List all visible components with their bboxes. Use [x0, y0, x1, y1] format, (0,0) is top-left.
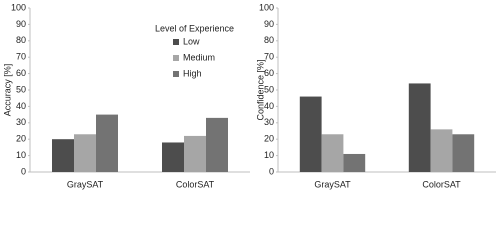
legend-swatch [173, 39, 179, 45]
y-tick-label: 0 [21, 166, 26, 176]
x-tick-label: ColorSAT [176, 179, 215, 189]
y-tick-label: 100 [11, 2, 26, 12]
y-tick-label: 10 [16, 150, 26, 160]
y-tick-label: 40 [16, 101, 26, 111]
y-tick-label: 50 [264, 84, 274, 94]
x-tick-label: ColorSAT [422, 179, 461, 189]
y-tick-label: 60 [264, 68, 274, 78]
y-tick-label: 70 [264, 52, 274, 62]
bar [52, 139, 74, 172]
bar [206, 117, 228, 172]
y-axis-label: Confidence [%] [255, 59, 265, 120]
y-tick-label: 70 [16, 52, 26, 62]
y-tick-label: 100 [259, 2, 274, 12]
legend-title: Level of Experience [155, 23, 234, 33]
y-tick-label: 30 [264, 117, 274, 127]
legend-swatch [173, 55, 179, 61]
y-tick-label: 80 [264, 35, 274, 45]
x-tick-label: GraySAT [67, 179, 104, 189]
y-tick-label: 90 [264, 19, 274, 29]
bar [343, 153, 366, 172]
y-tick-label: 50 [16, 84, 26, 94]
y-tick-label: 20 [264, 134, 274, 144]
legend-swatch [173, 71, 179, 77]
x-tick-label: GraySAT [314, 179, 351, 189]
y-tick-label: 20 [16, 134, 26, 144]
bar [408, 83, 431, 172]
legend-label: Medium [183, 52, 215, 62]
y-tick-label: 60 [16, 68, 26, 78]
legend-label: Low [183, 36, 200, 46]
y-tick-label: 0 [269, 166, 274, 176]
bar [96, 114, 118, 172]
y-tick-label: 90 [16, 19, 26, 29]
y-tick-label: 10 [264, 150, 274, 160]
legend-label: High [183, 68, 202, 78]
bar [184, 135, 206, 172]
bar [321, 134, 344, 172]
bar [430, 129, 453, 172]
y-tick-label: 40 [264, 101, 274, 111]
bar [452, 134, 475, 172]
y-tick-label: 30 [16, 117, 26, 127]
bar [74, 134, 96, 172]
bar [162, 142, 184, 172]
y-axis-label: Accuracy [%] [2, 64, 12, 117]
bar [299, 96, 322, 172]
y-tick-label: 80 [16, 35, 26, 45]
